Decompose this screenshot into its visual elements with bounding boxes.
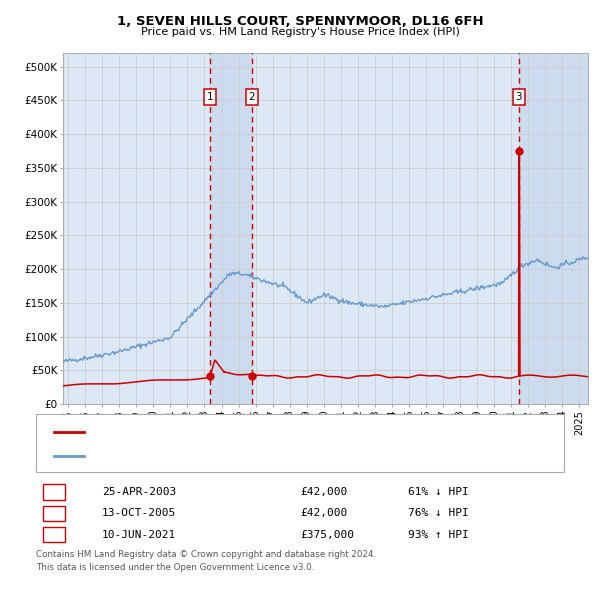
Text: HPI: Average price, detached house, County Durham: HPI: Average price, detached house, Coun… — [90, 451, 348, 461]
Text: 1, SEVEN HILLS COURT, SPENNYMOOR, DL16 6FH: 1, SEVEN HILLS COURT, SPENNYMOOR, DL16 6… — [116, 15, 484, 28]
Text: 93% ↑ HPI: 93% ↑ HPI — [408, 530, 469, 539]
Text: Price paid vs. HM Land Registry's House Price Index (HPI): Price paid vs. HM Land Registry's House … — [140, 27, 460, 37]
Text: 2: 2 — [50, 509, 58, 518]
Text: 3: 3 — [50, 530, 58, 539]
Text: 13-OCT-2005: 13-OCT-2005 — [102, 509, 176, 518]
Text: 1: 1 — [206, 92, 213, 102]
Bar — [210, 53, 252, 404]
Text: 76% ↓ HPI: 76% ↓ HPI — [408, 509, 469, 518]
Text: 1, SEVEN HILLS COURT, SPENNYMOOR, DL16 6FH (detached house): 1, SEVEN HILLS COURT, SPENNYMOOR, DL16 6… — [90, 427, 421, 437]
Text: 1: 1 — [50, 487, 58, 497]
Text: 3: 3 — [515, 92, 522, 102]
Text: £42,000: £42,000 — [300, 509, 347, 518]
Text: 2: 2 — [248, 92, 255, 102]
Text: £375,000: £375,000 — [300, 530, 354, 539]
Text: £42,000: £42,000 — [300, 487, 347, 497]
Text: 10-JUN-2021: 10-JUN-2021 — [102, 530, 176, 539]
Text: 61% ↓ HPI: 61% ↓ HPI — [408, 487, 469, 497]
Text: This data is licensed under the Open Government Licence v3.0.: This data is licensed under the Open Gov… — [36, 563, 314, 572]
Bar — [519, 53, 588, 404]
Text: Contains HM Land Registry data © Crown copyright and database right 2024.: Contains HM Land Registry data © Crown c… — [36, 550, 376, 559]
Text: 25-APR-2003: 25-APR-2003 — [102, 487, 176, 497]
